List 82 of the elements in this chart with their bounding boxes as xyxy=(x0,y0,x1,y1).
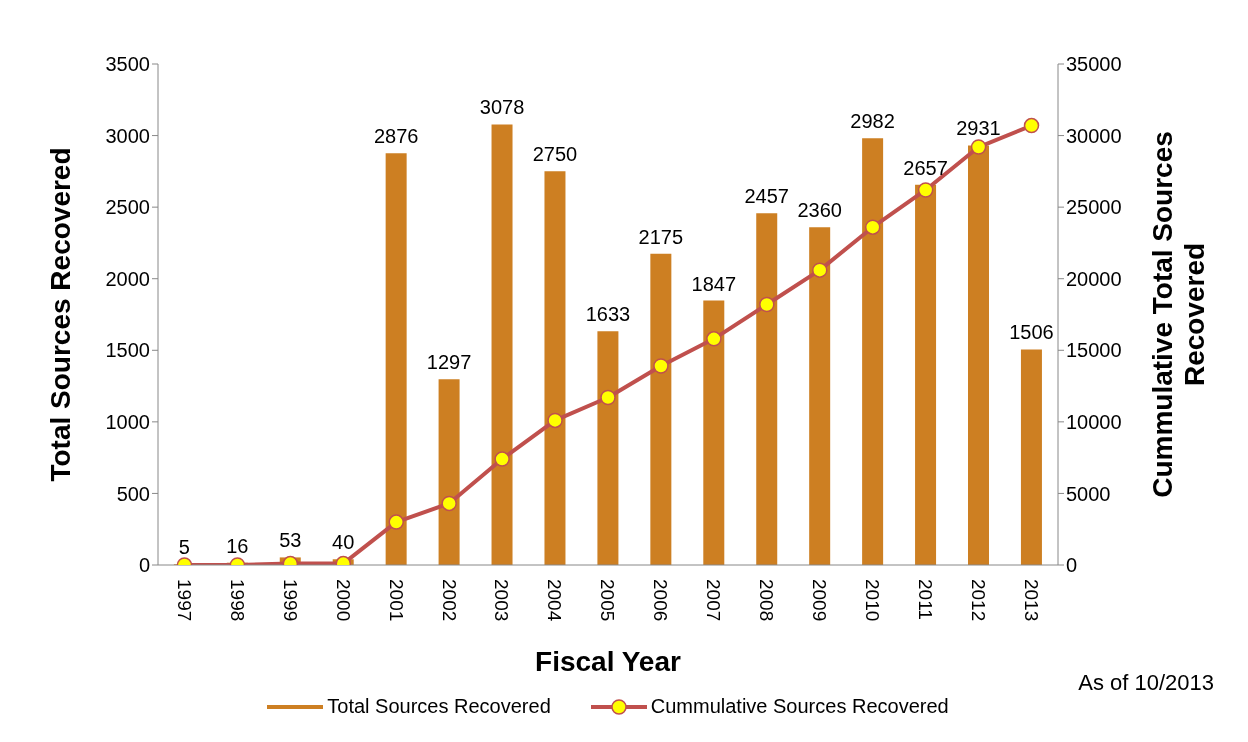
data-label: 16 xyxy=(226,534,249,557)
bar xyxy=(1020,349,1042,565)
point xyxy=(812,262,828,278)
data-label: 2657 xyxy=(903,156,948,179)
y2-tick-label: 35000 xyxy=(1066,53,1122,76)
y-tick-label: 0 xyxy=(138,554,150,577)
point xyxy=(706,331,722,347)
x-tick-label: 2009 xyxy=(809,579,831,622)
y2-tick-label: 10000 xyxy=(1066,410,1122,433)
bar xyxy=(862,138,884,565)
x-tick-label: 1999 xyxy=(279,579,301,622)
y2-tick-label: 15000 xyxy=(1066,339,1122,362)
y-tick-label: 2000 xyxy=(105,267,150,290)
bar xyxy=(385,153,407,565)
x-tick-label: 2000 xyxy=(332,579,354,622)
x-tick-label: 2004 xyxy=(544,579,566,622)
bar xyxy=(438,379,460,565)
data-label: 5 xyxy=(178,536,190,559)
y-tick-label: 3500 xyxy=(105,53,150,76)
data-label: 3078 xyxy=(479,96,525,119)
data-label: 2931 xyxy=(956,117,1001,140)
bar xyxy=(703,300,725,565)
x-tick-label: 2011 xyxy=(915,579,936,620)
data-label: 1847 xyxy=(691,272,737,295)
bar xyxy=(809,227,831,565)
data-label: 53 xyxy=(279,529,302,552)
point xyxy=(441,495,457,512)
data-label: 2750 xyxy=(532,143,578,166)
point xyxy=(864,219,881,235)
data-label: 2360 xyxy=(797,199,842,222)
data-label: 1506 xyxy=(1009,321,1054,344)
point xyxy=(388,514,404,530)
data-label: 1297 xyxy=(426,351,472,374)
x-tick-label: 2010 xyxy=(862,579,884,622)
x-tick-label: 1998 xyxy=(226,579,248,622)
data-label: 2876 xyxy=(373,125,419,148)
y2-axis-title: Cummulative Total Sources Recovered xyxy=(1147,131,1210,498)
bar xyxy=(544,171,566,565)
bar xyxy=(597,331,619,565)
bar xyxy=(491,124,513,565)
y2-tick-label: 30000 xyxy=(1066,124,1122,147)
data-label: 2982 xyxy=(850,110,895,133)
point xyxy=(1023,117,1040,134)
data-label: 40 xyxy=(332,531,355,554)
y2-tick-label: 5000 xyxy=(1066,482,1111,505)
y2-tick-label: 25000 xyxy=(1066,196,1122,219)
data-label: 2457 xyxy=(744,185,789,208)
x-axis-title: Fiscal Year xyxy=(535,646,682,677)
x-tick-label: 2002 xyxy=(438,579,460,622)
y-tick-label: 1000 xyxy=(105,410,150,433)
legend-label: Total Sources Recovered xyxy=(327,695,551,718)
data-label: 1633 xyxy=(585,303,631,326)
x-tick-label: 2012 xyxy=(967,579,989,622)
text: As of 10/2013 xyxy=(1078,670,1214,696)
point xyxy=(970,139,987,155)
y2-tick-label: 0 xyxy=(1066,554,1078,577)
point xyxy=(917,182,934,198)
x-tick-label: 2006 xyxy=(650,579,672,622)
y-tick-label: 500 xyxy=(116,482,150,505)
bar xyxy=(756,213,778,565)
data-label: 2175 xyxy=(638,225,684,248)
x-tick-label: 1997 xyxy=(173,579,195,622)
point xyxy=(494,451,510,467)
point xyxy=(600,389,616,406)
x-tick-label: 2013 xyxy=(1020,579,1042,622)
point xyxy=(653,358,669,374)
point xyxy=(547,412,563,429)
x-tick-label: 2007 xyxy=(703,579,725,622)
x-tick-label: 2001 xyxy=(385,579,407,622)
x-tick-label: 2008 xyxy=(756,579,778,622)
bar xyxy=(968,145,989,565)
point xyxy=(759,296,775,313)
legend-label: Cummulative Sources Recovered xyxy=(650,695,949,718)
y-tick-label: 2500 xyxy=(105,196,150,219)
x-tick-label: 2003 xyxy=(491,579,513,622)
bar xyxy=(915,184,937,565)
y2-tick-label: 20000 xyxy=(1066,267,1122,290)
y-tick-label: 1500 xyxy=(105,339,150,362)
y-axis-title: Total Sources Recovered xyxy=(44,147,76,482)
x-tick-label: 2005 xyxy=(597,579,619,622)
bar xyxy=(650,253,672,565)
y-tick-label: 3000 xyxy=(105,124,150,147)
